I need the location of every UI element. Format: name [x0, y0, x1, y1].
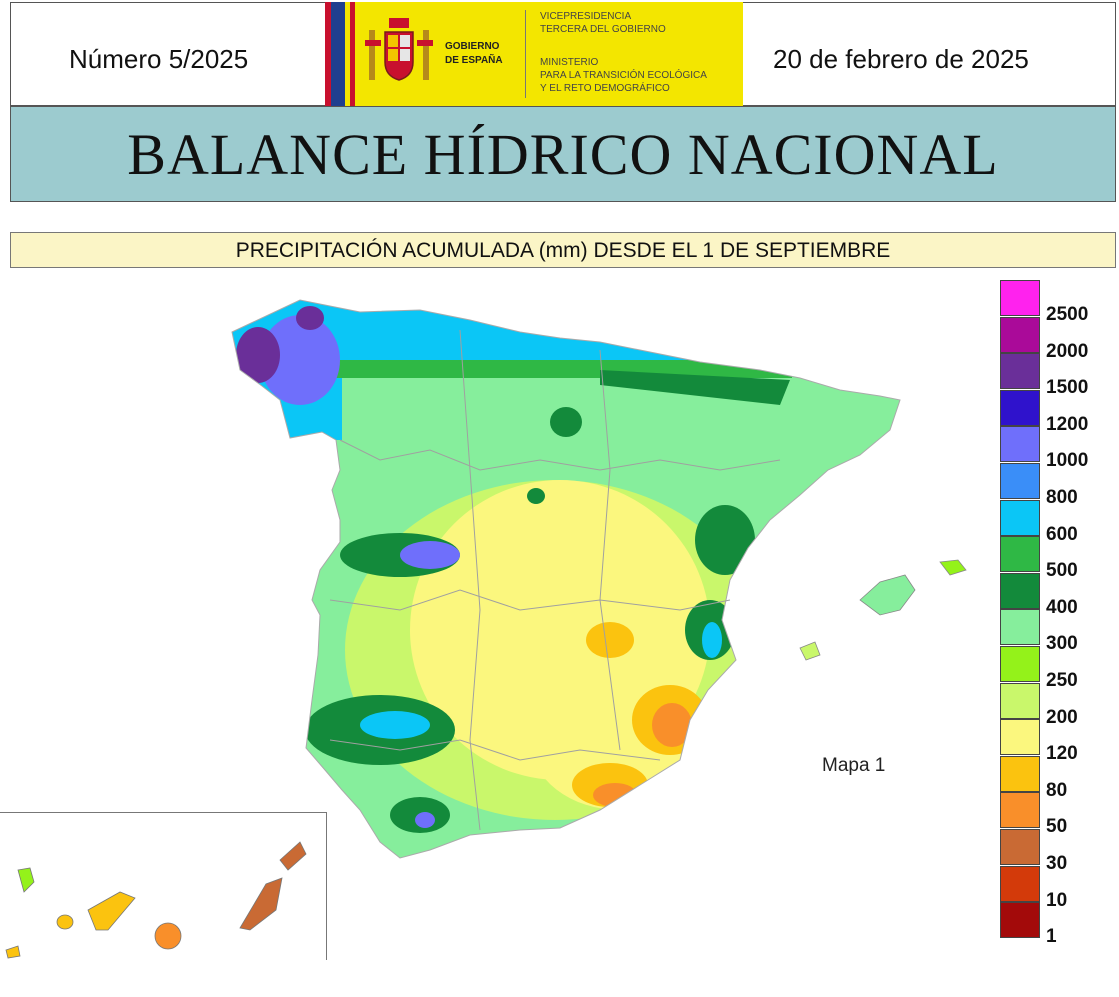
issue-number: Número 5/2025 — [69, 44, 249, 74]
legend-swatch — [1000, 755, 1040, 792]
legend-label: 10 — [1046, 889, 1068, 911]
legend-label: 2000 — [1046, 340, 1089, 362]
legend-swatch — [1000, 792, 1040, 829]
legend-label: 50 — [1046, 816, 1068, 838]
page-title: BALANCE HÍDRICO NACIONAL — [127, 122, 999, 187]
balearic-islands — [799, 559, 967, 661]
legend-label: 1200 — [1046, 413, 1089, 435]
legend-label: 400 — [1046, 596, 1078, 618]
subtitle-band: PRECIPITACIÓN ACUMULADA (mm) DESDE EL 1 … — [10, 232, 1116, 268]
legend-label: 300 — [1046, 633, 1078, 655]
legend-swatch — [1000, 316, 1040, 353]
legend-swatch — [1000, 353, 1040, 390]
canary-islands-inset — [0, 812, 327, 960]
legend-label: 1 — [1046, 926, 1057, 948]
legend-label: 80 — [1046, 779, 1068, 801]
issue-date: 20 de febrero de 2025 — [773, 44, 1029, 74]
ministry-label: MINISTERIO PARA LA TRANSICIÓN ECOLÓGICA … — [540, 57, 707, 94]
legend-swatch — [1000, 646, 1040, 682]
legend-swatch — [1000, 682, 1040, 719]
legend-swatch — [1000, 865, 1040, 902]
logo-divider — [525, 10, 526, 98]
legend-swatch — [1000, 463, 1040, 499]
legend-swatch — [1000, 572, 1040, 609]
flag-strip — [325, 2, 355, 106]
peninsula — [231, 299, 901, 859]
legend-label: 250 — [1046, 670, 1078, 691]
legend-label: 120 — [1046, 743, 1078, 765]
legend-swatch — [1000, 280, 1040, 316]
title-band: BALANCE HÍDRICO NACIONAL — [10, 106, 1116, 202]
government-logo: GOBIERNO DE ESPAÑA VICEPRESIDENCIA TERCE… — [325, 2, 743, 106]
legend-swatch — [1000, 389, 1040, 426]
canary-islands — [5, 841, 307, 959]
legend-label: 800 — [1046, 487, 1078, 508]
legend-label: 1500 — [1046, 377, 1089, 399]
legend-label: 600 — [1046, 523, 1078, 545]
legend-swatch — [1000, 902, 1040, 939]
legend-label: 1000 — [1046, 450, 1089, 472]
coat-of-arms-icon — [365, 18, 433, 81]
legend-swatch — [1000, 536, 1040, 573]
legend-swatch — [1000, 426, 1040, 463]
vicepresidency-label: VICEPRESIDENCIA TERCERA DEL GOBIERNO — [540, 11, 666, 35]
precipitation-map — [5, 299, 967, 959]
legend-swatch — [1000, 499, 1040, 536]
legend-label: 200 — [1046, 706, 1078, 728]
legend-label: 30 — [1046, 853, 1068, 874]
legend-swatch — [1000, 719, 1040, 756]
legend-swatch — [1000, 609, 1040, 646]
map-subtitle: PRECIPITACIÓN ACUMULADA (mm) DESDE EL 1 … — [235, 239, 891, 262]
legend-label: 500 — [1046, 560, 1078, 582]
map-number-label: Mapa 1 — [822, 755, 886, 776]
government-name: GOBIERNO DE ESPAÑA — [445, 41, 503, 66]
legend-swatch — [1000, 829, 1040, 865]
legend-label: 2500 — [1046, 304, 1089, 325]
